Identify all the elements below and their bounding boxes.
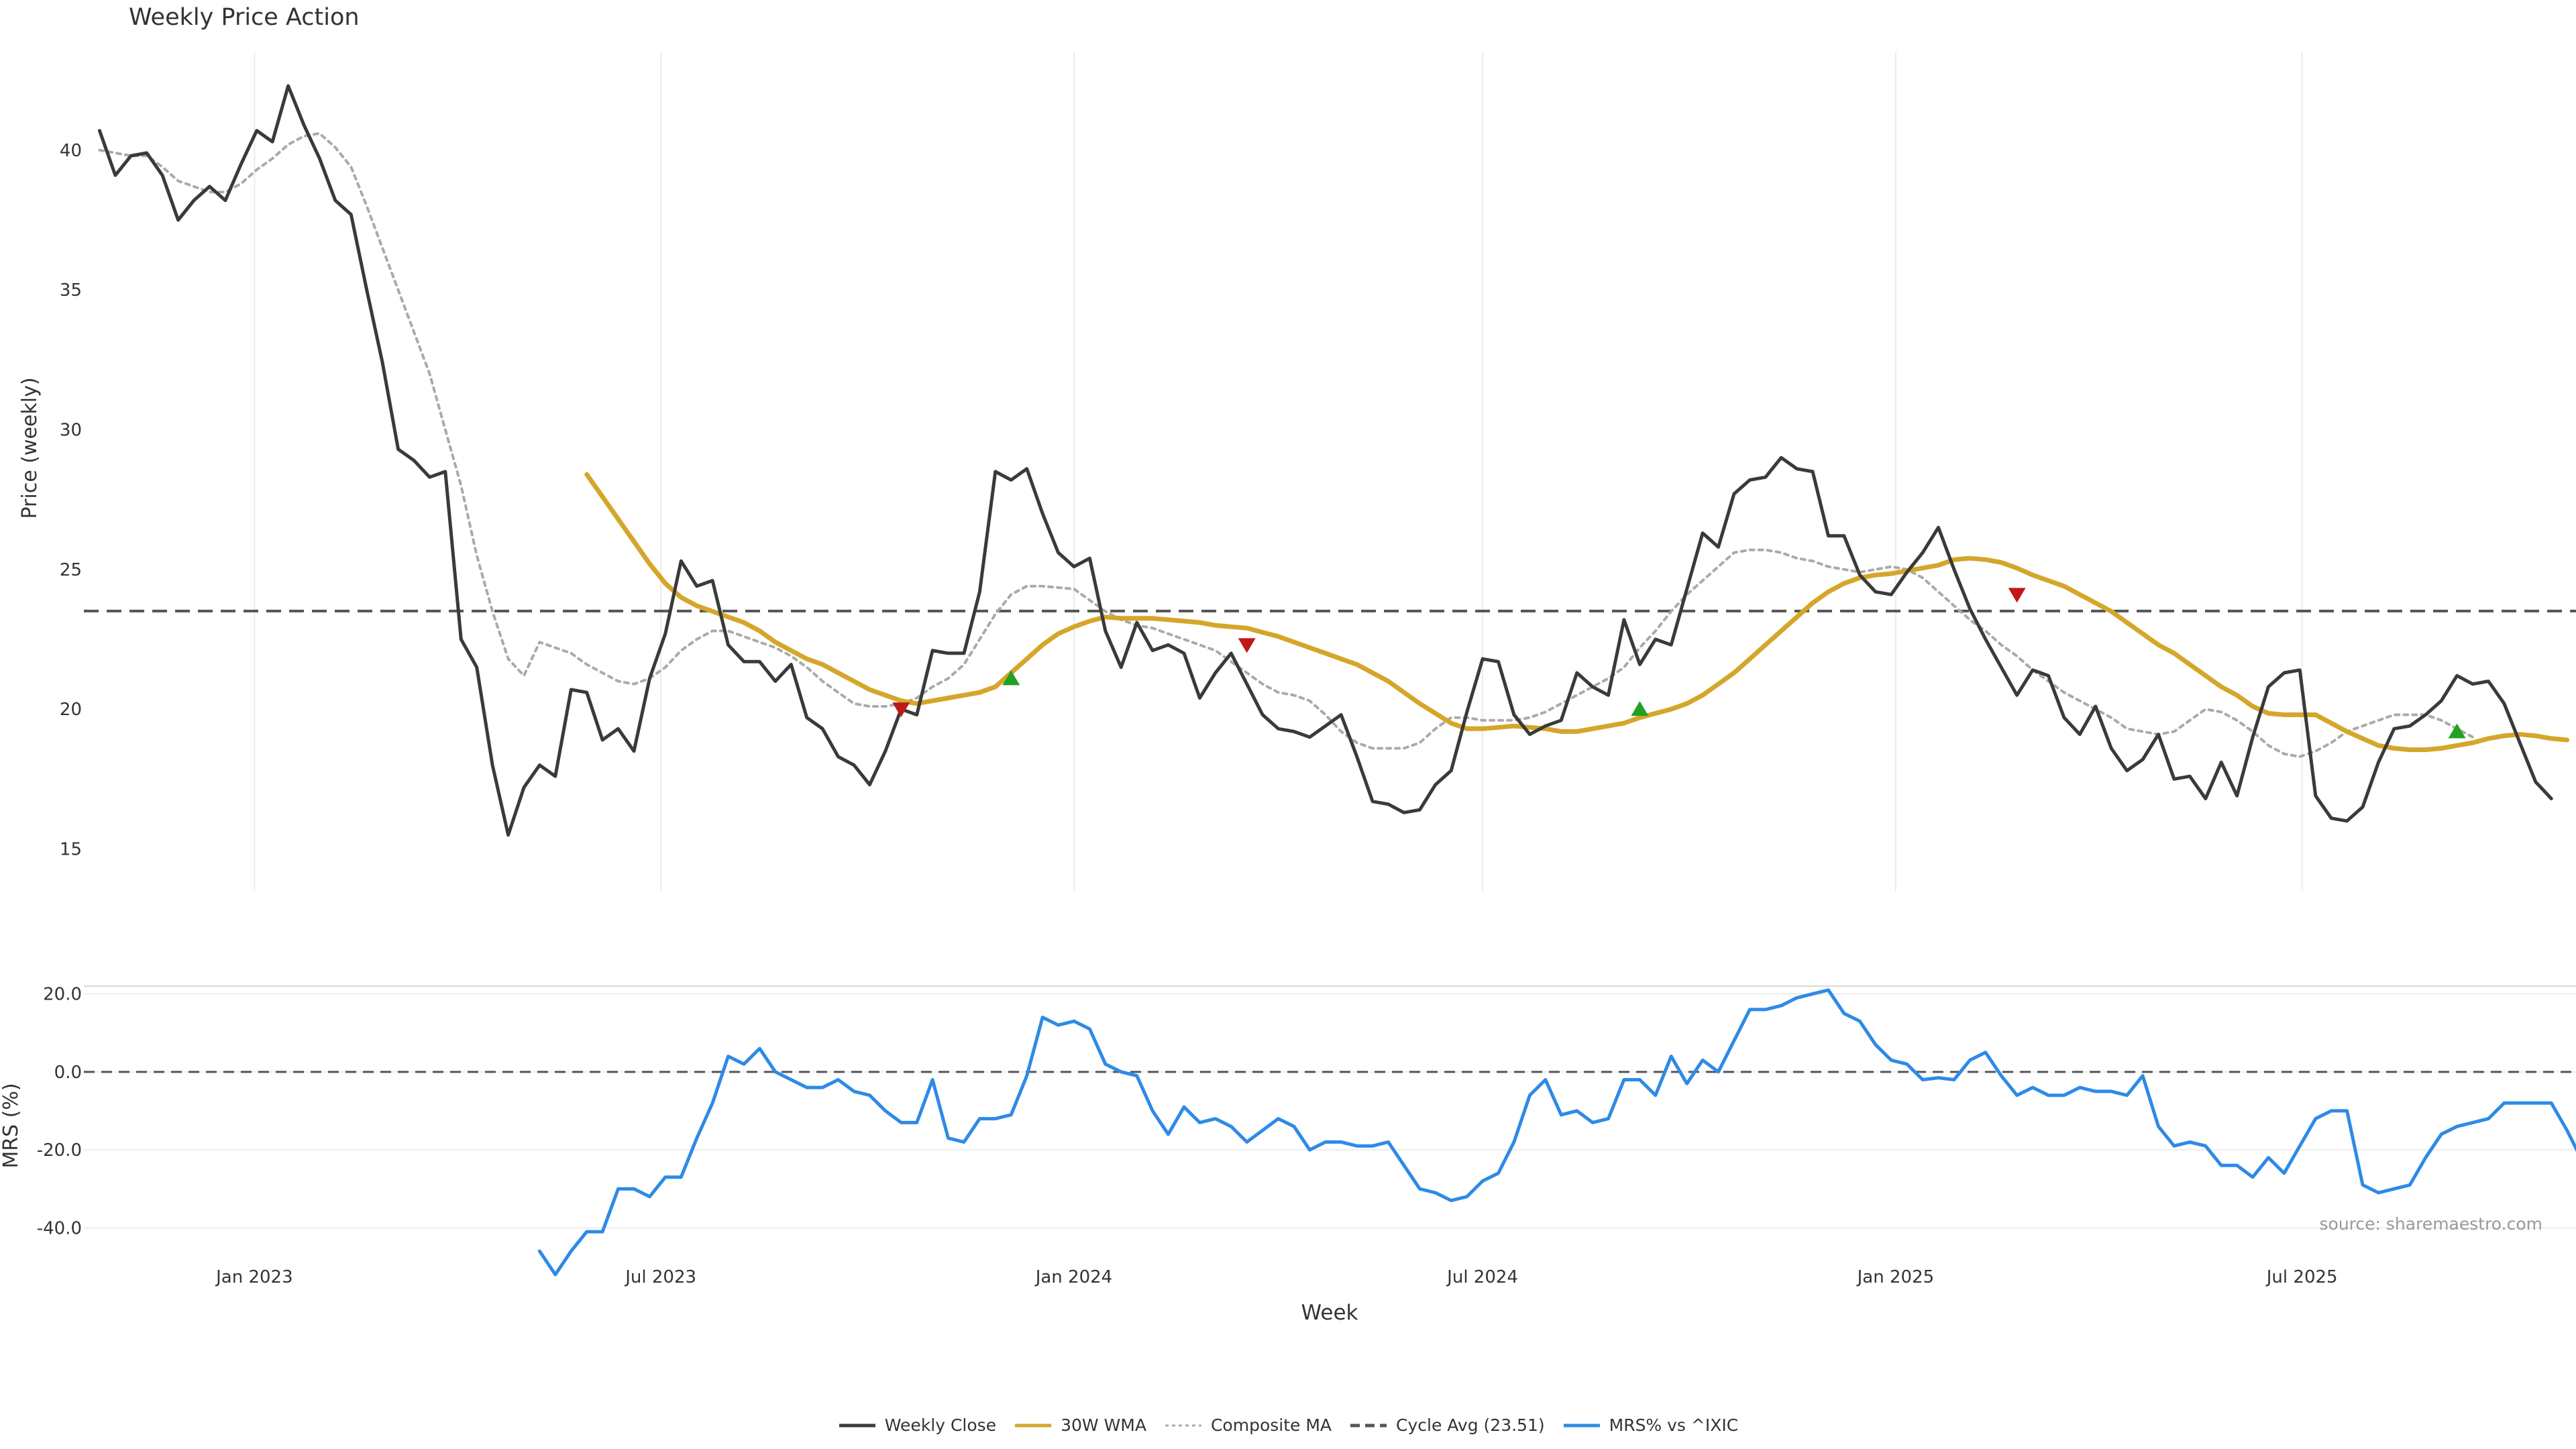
composite-ma-line [98,131,2474,758]
chart-title: Weekly Price Action [129,4,360,31]
legend-swatch [1165,1424,1201,1426]
legend-swatch [839,1424,875,1427]
mrs-y-tick-label: 0.0 [54,1063,82,1083]
sell-signal-marker [892,702,910,718]
legend-item: 30W WMA [1014,1415,1146,1435]
legend-item: Weekly Close [838,1415,996,1435]
price-y-axis-label: Price (weekly) [18,377,42,519]
legend-swatch [1563,1424,1600,1427]
legend-label: Weekly Close [884,1415,997,1435]
chart-legend: Weekly Close 30W WMA Composite MA Cycle Avg… [0,1415,2576,1435]
price-y-tick-label: 40 [60,141,82,161]
price-y-tick-label: 35 [60,280,82,301]
legend-swatch [1015,1424,1052,1427]
source-credit: source: sharemaestro.com [2319,1214,2543,1234]
price-y-tick-label: 25 [60,560,82,580]
legend-item: Composite MA [1164,1415,1332,1435]
buy-signal-marker [2448,723,2466,739]
mrs-y-tick-label: -20.0 [37,1140,82,1161]
price-y-tick-label: 15 [60,840,82,860]
x-tick-label: Jul 2023 [624,1267,696,1287]
x-tick-label: Jan 2023 [215,1267,293,1287]
legend-label: MRS% vs ^IXIC [1609,1415,1739,1435]
x-tick-label: Jan 2024 [1034,1267,1113,1287]
price-y-tick-label: 20 [60,700,82,720]
buy-signal-marker [1631,701,1649,716]
mrs-line [537,988,2576,1277]
sell-signal-marker [2008,588,2026,603]
legend-swatch [1350,1424,1387,1427]
legend-label: 30W WMA [1061,1415,1146,1435]
price-y-tick-label: 30 [60,421,82,441]
legend-label: Cycle Avg (23.51) [1396,1415,1545,1435]
mrs-y-tick-label: -40.0 [37,1218,82,1238]
x-axis-label: Week [1301,1301,1358,1325]
weekly-close-line [97,84,2553,837]
x-tick-label: Jan 2025 [1856,1267,1935,1287]
legend-item: MRS% vs ^IXIC [1562,1415,1739,1435]
sell-signal-marker [1238,638,1256,653]
mrs-y-axis-label: MRS (%) [0,1083,23,1168]
legend-label: Composite MA [1210,1415,1332,1435]
buy-signal-marker [1002,670,1020,686]
legend-item: Cycle Avg (23.51) [1349,1415,1545,1435]
x-tick-label: Jul 2024 [1446,1267,1518,1287]
x-tick-label: Jul 2025 [2265,1267,2338,1287]
wma-30w-line [584,472,2570,753]
mrs-y-tick-label: 20.0 [43,985,82,1005]
